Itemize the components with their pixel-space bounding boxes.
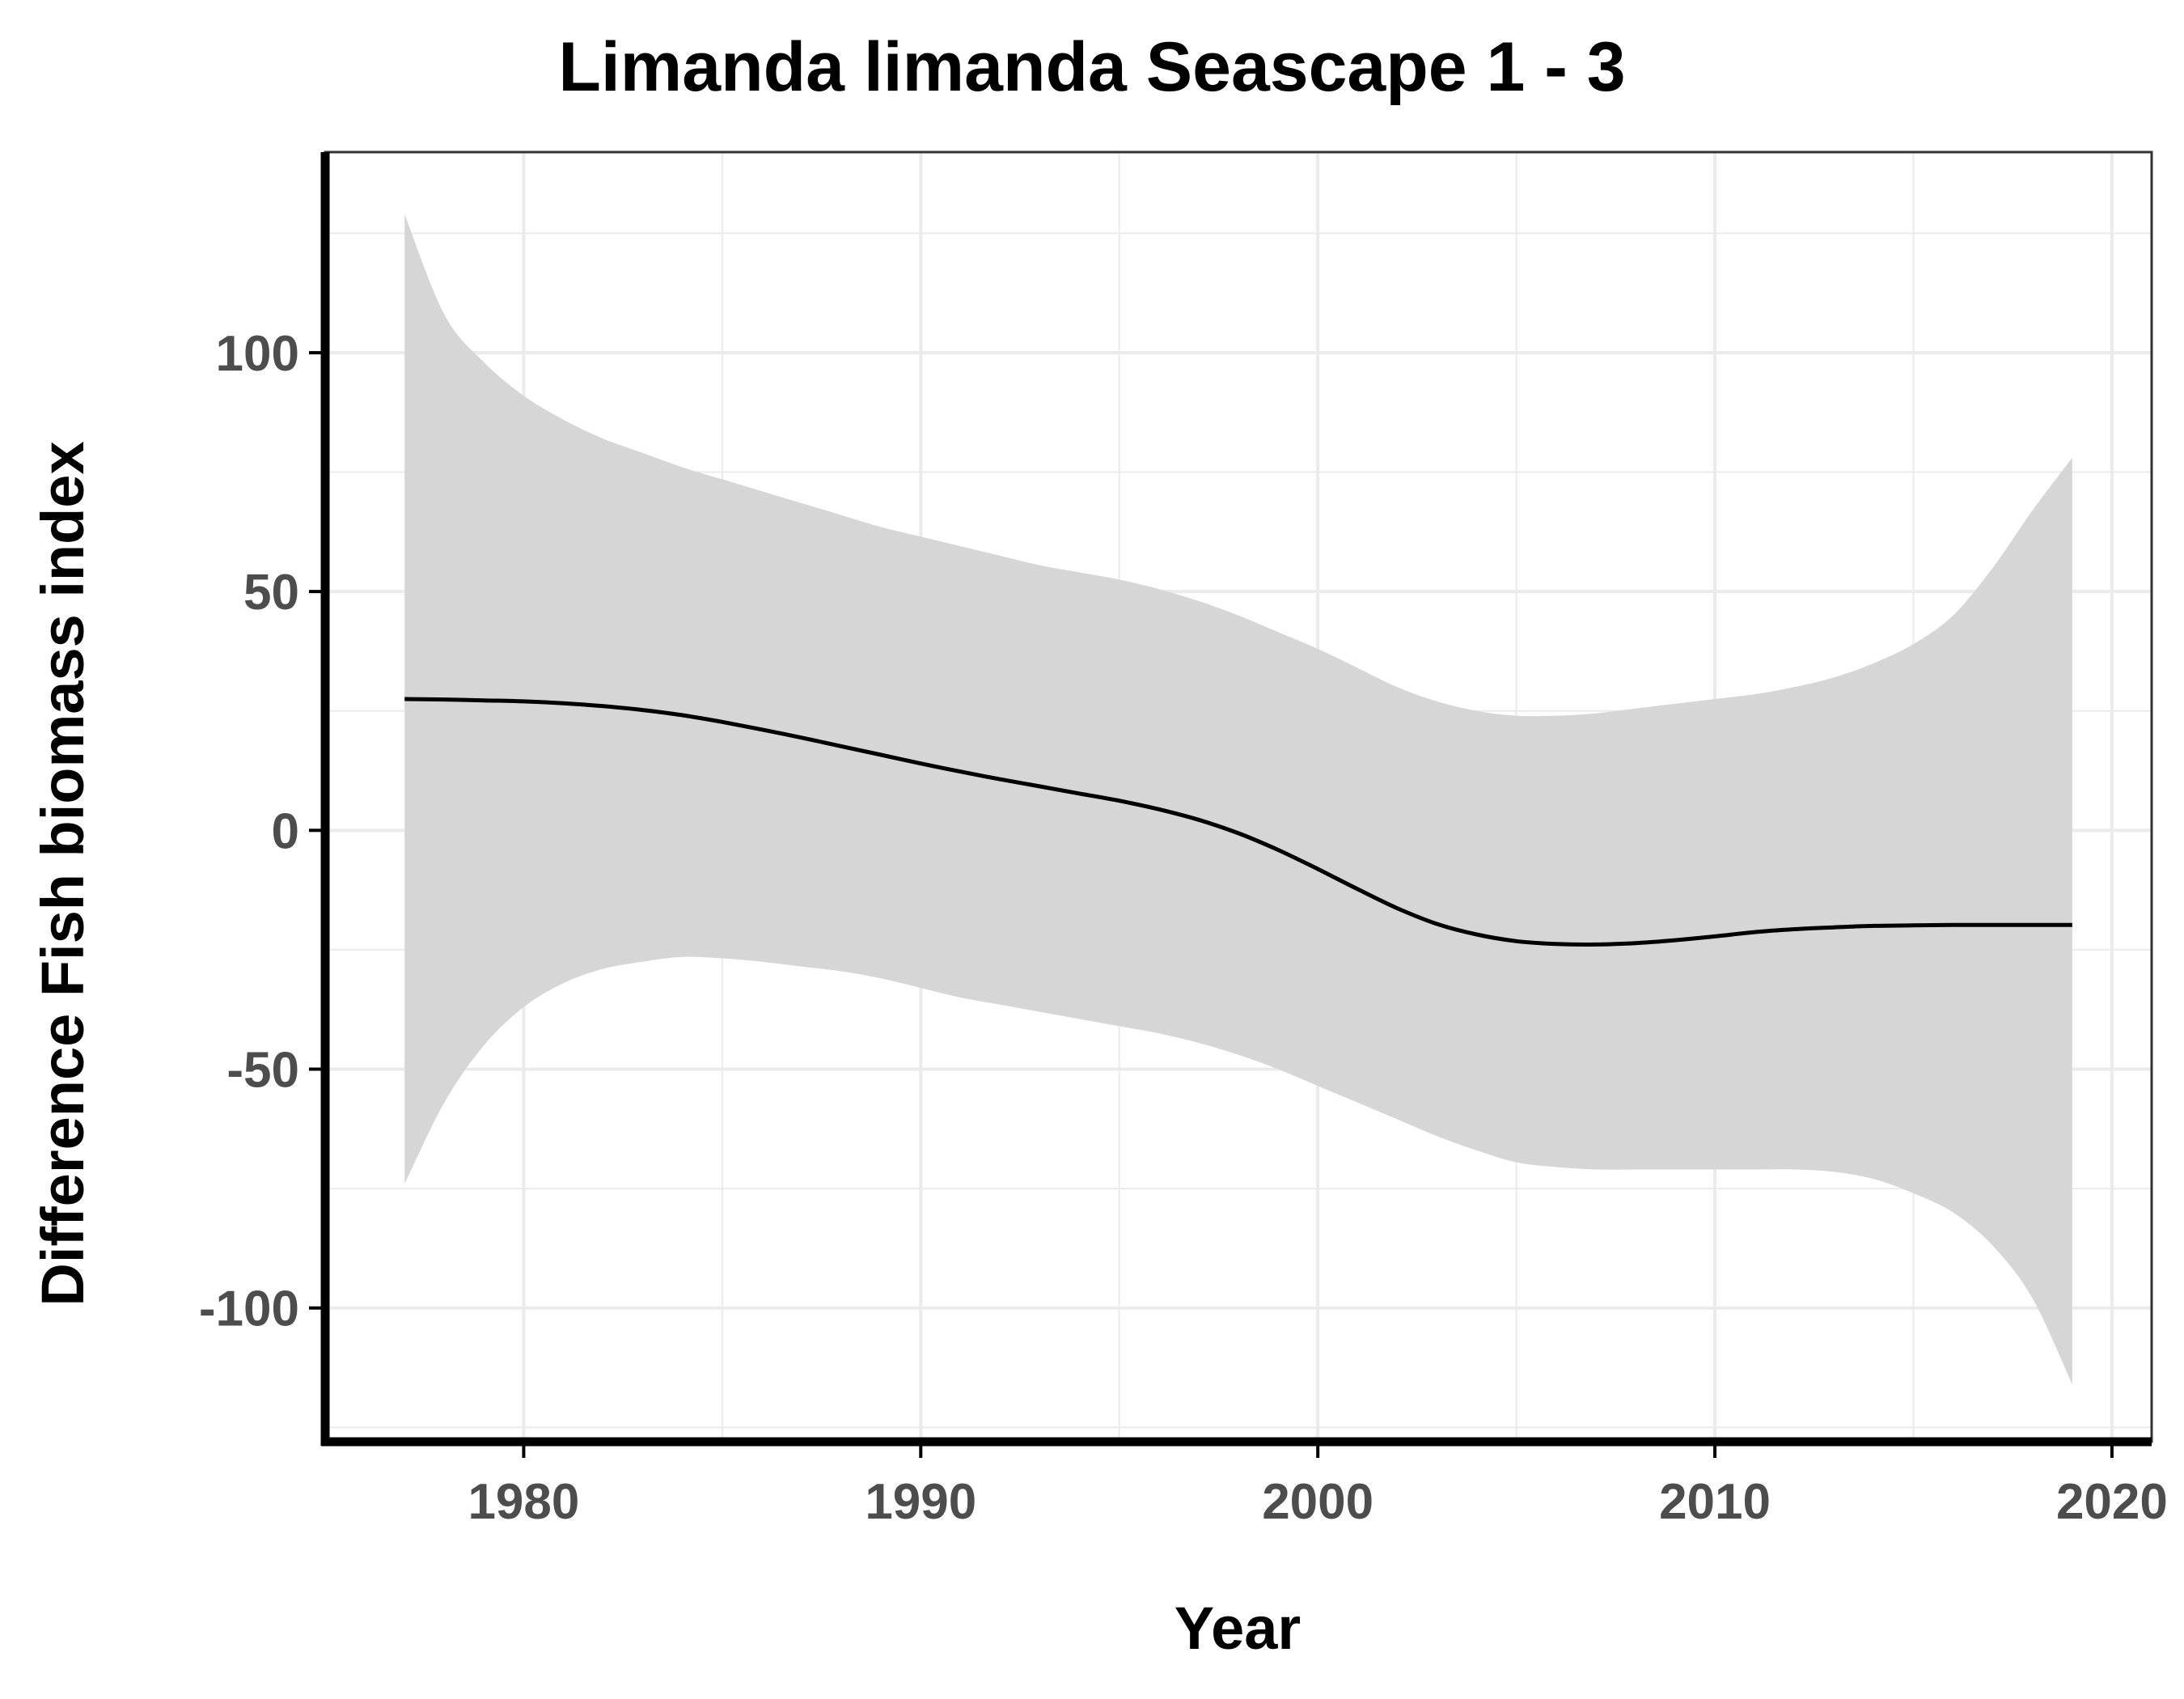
x-tick-label: 2010 — [1659, 1474, 1771, 1530]
x-axis-ticks: 1980 1990 2000 2010 2020 — [468, 1446, 2168, 1530]
x-axis-title: Year — [1175, 1595, 1301, 1662]
y-tick-label: -100 — [199, 1282, 299, 1337]
y-tick-label: 50 — [243, 565, 299, 621]
x-tick-label: 1980 — [468, 1474, 579, 1530]
chart-title: Limanda limanda Seascape 1 - 3 — [558, 28, 1625, 106]
x-tick-label: 2000 — [1262, 1474, 1373, 1530]
confidence-band-layer — [404, 214, 2072, 1385]
y-axis-title: Difference Fish biomass index — [29, 441, 96, 1306]
trend-line-layer — [404, 697, 2072, 947]
trend-line — [404, 697, 2072, 947]
y-tick-label: -50 — [226, 1043, 299, 1099]
x-tick-label: 2020 — [2056, 1474, 2168, 1530]
y-axis-ticks: -100 -50 0 50 100 — [199, 326, 321, 1337]
confidence-band — [404, 214, 2072, 1385]
y-tick-label: 100 — [216, 326, 299, 382]
axes — [320, 152, 2152, 1447]
y-tick-label: 0 — [272, 803, 299, 859]
x-tick-label: 1990 — [865, 1474, 976, 1530]
